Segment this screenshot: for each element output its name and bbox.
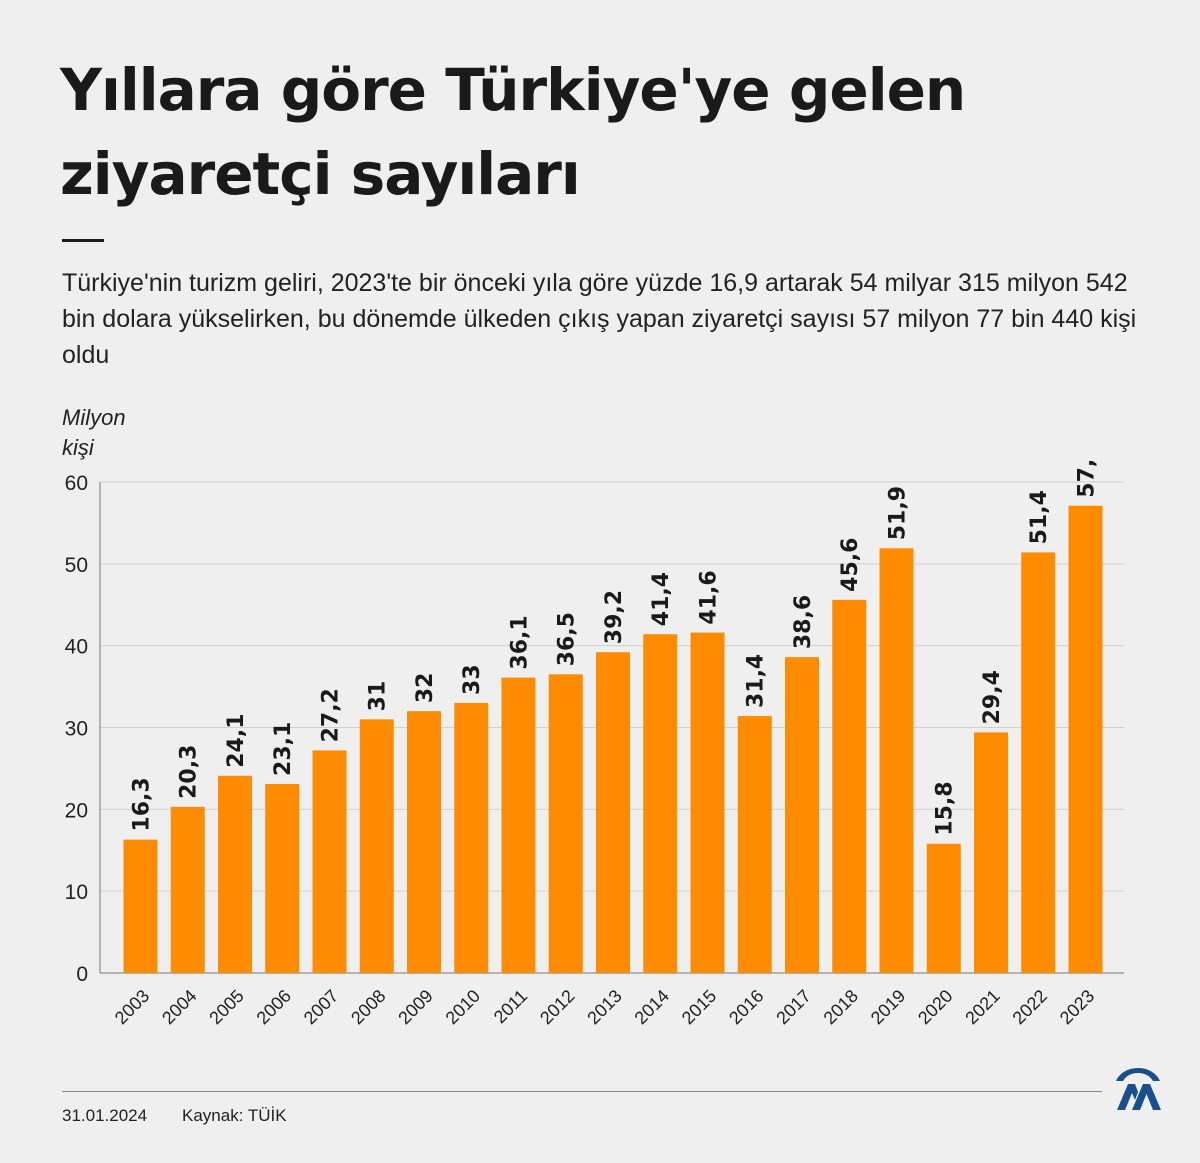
unit-line-2: kişi <box>62 435 94 460</box>
bar-2015 <box>690 632 725 973</box>
data-label: 41,4 <box>649 572 674 626</box>
bar-2011 <box>501 677 536 973</box>
data-label: 27,2 <box>319 688 344 742</box>
x-tick-label: 2018 <box>820 986 862 1028</box>
bar-2008 <box>359 719 394 973</box>
bar-2023 <box>1068 505 1103 973</box>
data-label: 31,4 <box>744 654 769 708</box>
page-title: Yıllara göre Türkiye'ye gelen ziyaretçi … <box>60 56 966 208</box>
bar-2006 <box>265 783 300 973</box>
data-label: 36,1 <box>508 615 533 669</box>
bar-2016 <box>737 716 772 973</box>
bar-2010 <box>454 702 489 973</box>
bar-2004 <box>170 806 205 973</box>
x-tick-label: 2023 <box>1056 986 1098 1028</box>
bar-2019 <box>879 548 914 973</box>
bar-2007 <box>312 750 347 973</box>
x-tick-label: 2016 <box>725 986 767 1028</box>
data-label: 16,3 <box>130 777 155 831</box>
bar-2003 <box>123 839 158 973</box>
data-label: 23,1 <box>271 722 296 776</box>
x-tick-label: 2006 <box>253 986 295 1028</box>
x-tick-label: 2019 <box>867 986 909 1028</box>
x-tick-label: 2004 <box>158 986 200 1028</box>
data-label: 33 <box>460 664 485 695</box>
y-axis-unit: Milyon kişi <box>62 403 126 463</box>
data-label: 29,4 <box>980 670 1005 724</box>
title-divider <box>62 239 104 242</box>
x-tick-label: 2005 <box>205 986 247 1028</box>
bar-2021 <box>974 732 1008 973</box>
data-label: 41,6 <box>697 570 722 624</box>
aa-logo-icon <box>1116 1068 1161 1110</box>
data-label: 32 <box>413 673 438 704</box>
unit-line-1: Milyon <box>62 405 126 430</box>
data-label: 24,1 <box>224 714 249 768</box>
data-label: 51,9 <box>886 486 911 540</box>
bar-2017 <box>785 657 819 973</box>
x-tick-label: 2015 <box>678 986 720 1028</box>
x-tick-label: 2017 <box>772 986 814 1028</box>
x-tick-label: 2013 <box>583 986 625 1028</box>
bar-2018 <box>832 599 867 973</box>
x-tick-label: 2014 <box>631 986 673 1028</box>
source-note: Kaynak: TÜİK <box>182 1106 287 1125</box>
data-label: 57,1 <box>1075 460 1100 498</box>
bar-2013 <box>596 652 630 973</box>
bar-2022 <box>1021 552 1056 973</box>
data-label: 39,2 <box>602 590 627 644</box>
y-tick-label: 20 <box>65 799 88 822</box>
y-tick-label: 0 <box>76 963 88 986</box>
x-tick-label: 2010 <box>442 986 484 1028</box>
y-tick-label: 50 <box>65 554 88 577</box>
x-tick-label: 2022 <box>1009 986 1051 1028</box>
data-label: 31 <box>366 681 391 712</box>
x-tick-label: 2021 <box>961 986 1003 1028</box>
x-tick-label: 2020 <box>914 986 956 1028</box>
bar-2009 <box>407 711 441 973</box>
bar-2012 <box>548 674 583 973</box>
footer-divider <box>62 1091 1102 1092</box>
data-label: 45,6 <box>838 538 863 592</box>
y-tick-label: 30 <box>65 718 88 741</box>
data-label: 36,5 <box>555 612 580 666</box>
bar-chart: 0 10 20 30 40 50 60 16,3 2003 20,3 2004 24,1 2005 23,… <box>65 460 1124 1028</box>
y-tick-label: 60 <box>65 472 88 495</box>
y-tick-label: 40 <box>65 636 88 659</box>
x-tick-label: 2008 <box>347 986 389 1028</box>
data-label: 20,3 <box>177 745 202 799</box>
data-label: 51,4 <box>1027 490 1052 544</box>
x-tick-label: 2012 <box>536 986 578 1028</box>
data-label: 15,8 <box>933 781 958 835</box>
bar-2014 <box>643 634 678 973</box>
data-label: 38,6 <box>791 595 816 649</box>
bar-2020 <box>926 843 961 973</box>
x-tick-label: 2007 <box>300 986 342 1028</box>
page-subtitle: Türkiye'nin turizm geliri, 2023'te bir ö… <box>62 269 1137 369</box>
y-tick-label: 10 <box>65 881 88 904</box>
x-tick-label: 2011 <box>490 986 532 1028</box>
x-tick-label: 2003 <box>111 986 153 1028</box>
publish-date: 31.01.2024 <box>62 1106 148 1125</box>
x-tick-label: 2009 <box>394 986 436 1028</box>
bar-2005 <box>218 775 252 973</box>
